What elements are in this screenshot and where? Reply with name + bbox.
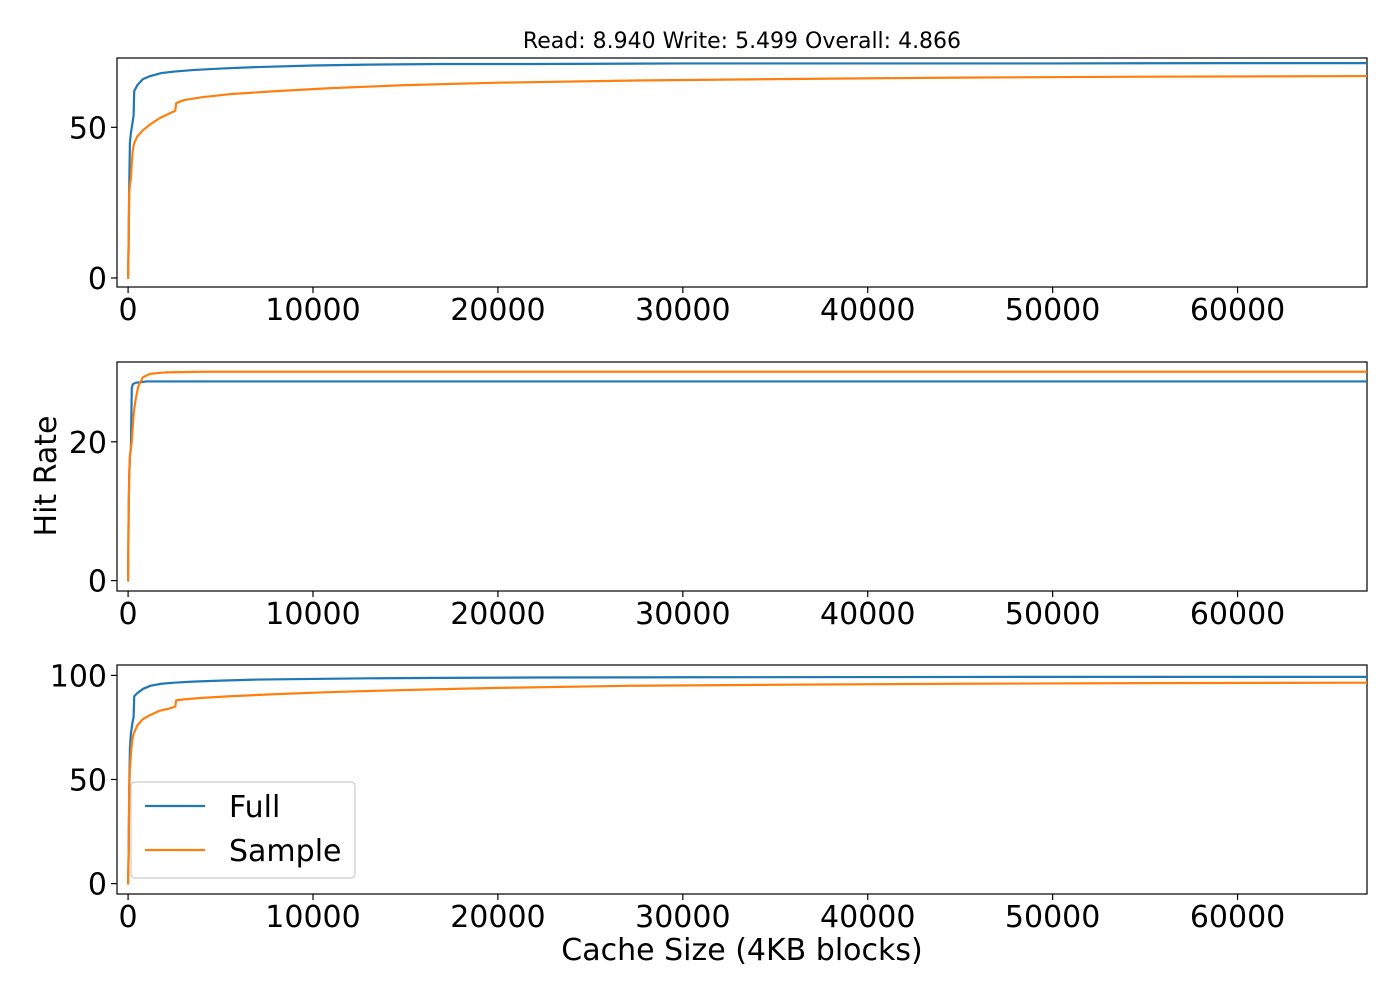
x-tick-label: 50000 (1005, 293, 1100, 328)
x-tick-label: 60000 (1190, 900, 1285, 935)
x-tick-label: 20000 (450, 597, 545, 632)
legend-label-sample: Sample (229, 834, 342, 869)
x-tick-label: 10000 (265, 597, 360, 632)
y-tick-label: 20 (69, 426, 107, 461)
chart-title: Read: 8.940 Write: 5.499 Overall: 4.866 (523, 29, 961, 54)
subplot-read-rate: 0 10000 20000 30000 40000 50000 60000 0 20 (69, 361, 1368, 632)
x-tick-label: 30000 (635, 293, 730, 328)
y-tick-label: 50 (69, 111, 107, 146)
x-tick-label: 60000 (1190, 597, 1285, 632)
x-tick-label: 10000 (265, 900, 360, 935)
x-tick-label: 20000 (450, 900, 545, 935)
x-tick-label: 60000 (1190, 293, 1285, 328)
x-tick-label: 0 (119, 597, 138, 632)
series-line-sample-read (126, 370, 1367, 582)
y-tick-label: 0 (88, 565, 107, 600)
x-tick-label: 0 (119, 900, 138, 935)
y-axis-label: Hit Rate (29, 416, 64, 537)
x-tick-label: 40000 (820, 597, 915, 632)
series-line-sample-overall (126, 74, 1367, 280)
legend-label-full: Full (229, 790, 280, 825)
x-tick-label: 40000 (820, 293, 915, 328)
y-tick-label: 50 (69, 764, 107, 799)
plot-area-read (116, 361, 1368, 592)
series-line-sample-write (126, 681, 1367, 885)
x-tick-label: 20000 (450, 293, 545, 328)
legend: Full Sample (130, 781, 356, 879)
x-axis-label: Cache Size (4KB blocks) (561, 933, 922, 968)
x-tick-label: 30000 (635, 597, 730, 632)
y-tick-label: 100 (50, 659, 107, 694)
x-tick-label: 30000 (635, 900, 730, 935)
subplot-overall-rate: 0 10000 20000 30000 40000 50000 60000 0 50 (69, 57, 1368, 328)
series-line-full-overall (126, 62, 1367, 280)
x-tick-label: 40000 (820, 900, 915, 935)
x-tick-label: 50000 (1005, 597, 1100, 632)
x-tick-label: 50000 (1005, 900, 1100, 935)
y-tick-label: 0 (88, 262, 107, 297)
y-tick-label: 0 (88, 868, 107, 903)
series-line-full-write (126, 675, 1367, 885)
x-tick-label: 0 (119, 293, 138, 328)
plot-area-overall (116, 57, 1368, 288)
x-tick-label: 10000 (265, 293, 360, 328)
